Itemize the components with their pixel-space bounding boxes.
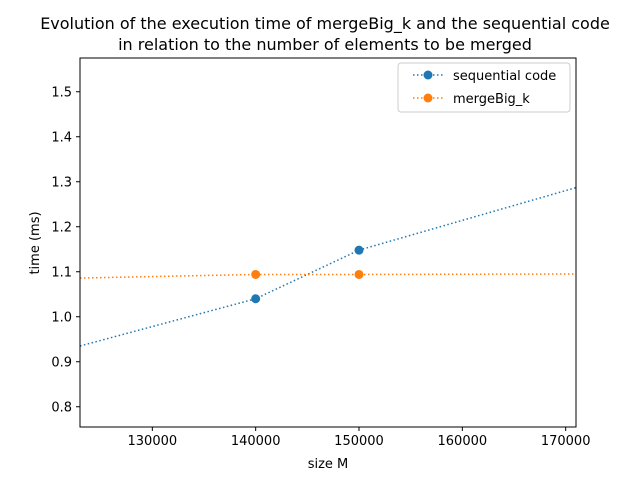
x-tick-label: 160000: [438, 434, 488, 449]
data-point-mergebig-k: [251, 269, 261, 279]
x-tick-label: 130000: [128, 434, 178, 449]
data-point-sequential-code: [251, 294, 261, 304]
x-tick-label: 140000: [231, 434, 281, 449]
plot-area: [79, 186, 577, 347]
y-tick-label: 0.8: [51, 400, 72, 415]
legend-label-sequential-code: sequential code: [453, 69, 556, 84]
y-tick-label: 0.9: [51, 355, 72, 370]
chart-title-line-1: Evolution of the execution time of merge…: [40, 14, 610, 34]
data-point-mergebig-k: [354, 269, 364, 279]
series-line-sequential-code: [79, 186, 577, 347]
y-tick-label: 1.5: [51, 85, 72, 100]
x-tick-label: 150000: [334, 434, 384, 449]
chart-title-line-2: in relation to the number of elements to…: [118, 35, 532, 54]
legend-marker-mergebig-k: [423, 93, 433, 103]
y-tick-label: 1.4: [51, 130, 72, 145]
plot-frame: [79, 57, 577, 428]
data-point-sequential-code: [354, 245, 364, 255]
legend-marker-sequential-code: [423, 70, 433, 80]
y-tick-label: 1.3: [51, 175, 72, 190]
x-axis-label: size M: [308, 457, 349, 472]
legend-label-mergebig-k: mergeBig_k: [453, 92, 530, 107]
y-tick-label: 1.2: [51, 220, 72, 235]
legend: sequential code mergeBig_k: [397, 62, 571, 113]
x-tick-label: 170000: [541, 434, 591, 449]
y-axis-label: time (ms): [28, 211, 43, 274]
axis-ticks: 130000 140000 150000 160000 170000 0.8 0.9 1.0 1…: [51, 85, 590, 449]
y-tick-label: 1.0: [51, 310, 72, 325]
y-tick-label: 1.1: [51, 265, 72, 280]
